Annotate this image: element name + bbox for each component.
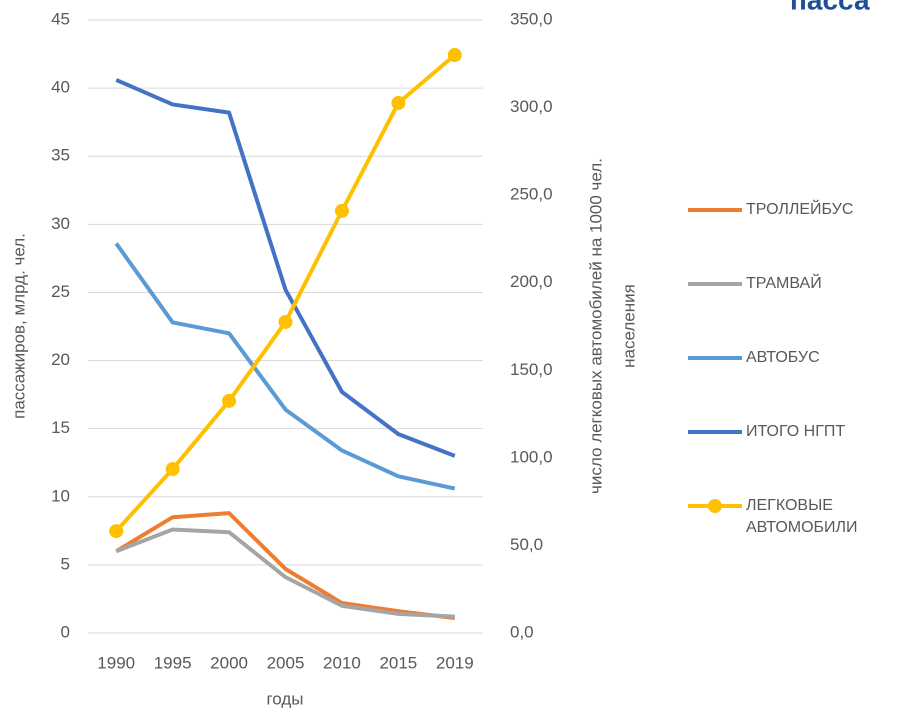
point-marker (447, 48, 462, 63)
x-axis-label: годы (266, 689, 303, 708)
y2-tick-label: 350,0 (510, 9, 553, 28)
point-marker (222, 393, 237, 408)
x-tick-label: 2005 (267, 653, 305, 672)
point-marker (391, 96, 406, 111)
y2-axis-label: число легковых автомобилей на 1000 чел. (586, 158, 605, 494)
legend-label: ТРАМВАЙ (746, 275, 822, 292)
legend-label: ЛЕГКОВЫЕ АВТОМОБИЛИ (746, 497, 858, 536)
y-tick-label: 40 (51, 78, 70, 97)
y2-tick-label: 200,0 (510, 272, 553, 291)
point-marker (334, 203, 349, 218)
y-tick-label: 35 (51, 146, 70, 165)
y-tick-label: 0 (61, 622, 70, 641)
y-axis-label: пассажиров, млрд. чел. (9, 233, 28, 419)
point-marker (109, 524, 124, 539)
point-marker (165, 462, 180, 477)
y2-tick-label: 250,0 (510, 185, 553, 204)
chart-title: пасса (790, 0, 870, 15)
series-line (114, 242, 456, 491)
y2-tick-label: 100,0 (510, 447, 553, 466)
x-tick-label: 2019 (436, 653, 474, 672)
y2-axis-label: населения (619, 284, 638, 368)
x-tick-label: 1995 (154, 653, 192, 672)
y2-tick-label: 300,0 (510, 97, 553, 116)
series-line (115, 527, 455, 619)
legend-label: АВТОБУС (746, 349, 820, 366)
y-tick-label: 25 (51, 282, 70, 301)
y-tick-label: 30 (51, 214, 70, 233)
y2-tick-label: 0,0 (510, 622, 534, 641)
legend-label: ТРОЛЛЕЙБУС (746, 201, 854, 218)
legend-label: ИТОГО НГПТ (746, 423, 846, 440)
y2-tick-label: 150,0 (510, 360, 553, 379)
legend-marker (708, 499, 722, 513)
x-tick-label: 2010 (323, 653, 361, 672)
point-marker (278, 314, 293, 329)
y2-tick-label: 50,0 (510, 535, 543, 554)
y-tick-label: 5 (61, 554, 70, 573)
y-tick-label: 15 (51, 418, 70, 437)
series-line (115, 511, 456, 621)
series-line (115, 78, 456, 458)
x-tick-label: 2000 (210, 653, 248, 672)
y-tick-label: 10 (51, 486, 70, 505)
x-tick-label: 1990 (97, 653, 135, 672)
x-tick-label: 2015 (379, 653, 417, 672)
y-tick-label: 20 (51, 350, 70, 369)
y-tick-label: 45 (51, 9, 70, 28)
